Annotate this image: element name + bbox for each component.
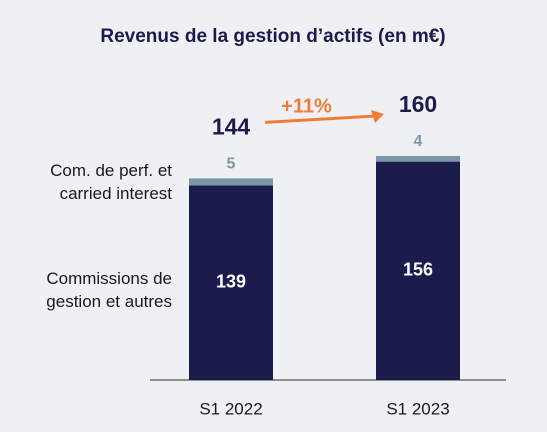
growth-arrow [264,114,377,124]
total-label: 144 [212,113,251,139]
total-label: 160 [399,91,437,117]
value-label: 156 [403,260,433,280]
growth-annotation: +11% [281,95,332,117]
x-tick-label: S1 2023 [386,399,449,418]
bar-segment [189,178,273,186]
value-label: 5 [227,156,236,173]
x-tick-label: S1 2022 [199,399,262,418]
value-label: 4 [414,133,423,150]
bar-segment [376,156,460,162]
chart-title: Revenus de la gestion d’actifs (en m€) [100,26,445,47]
legend-label: Commissions de gestion et autres [46,268,172,311]
arrow-head [371,110,384,123]
bar-segment [189,185,273,380]
legend-label: Com. de perf. et carried interest [50,160,172,203]
value-label: 139 [216,271,246,291]
bar-segment [376,161,460,380]
